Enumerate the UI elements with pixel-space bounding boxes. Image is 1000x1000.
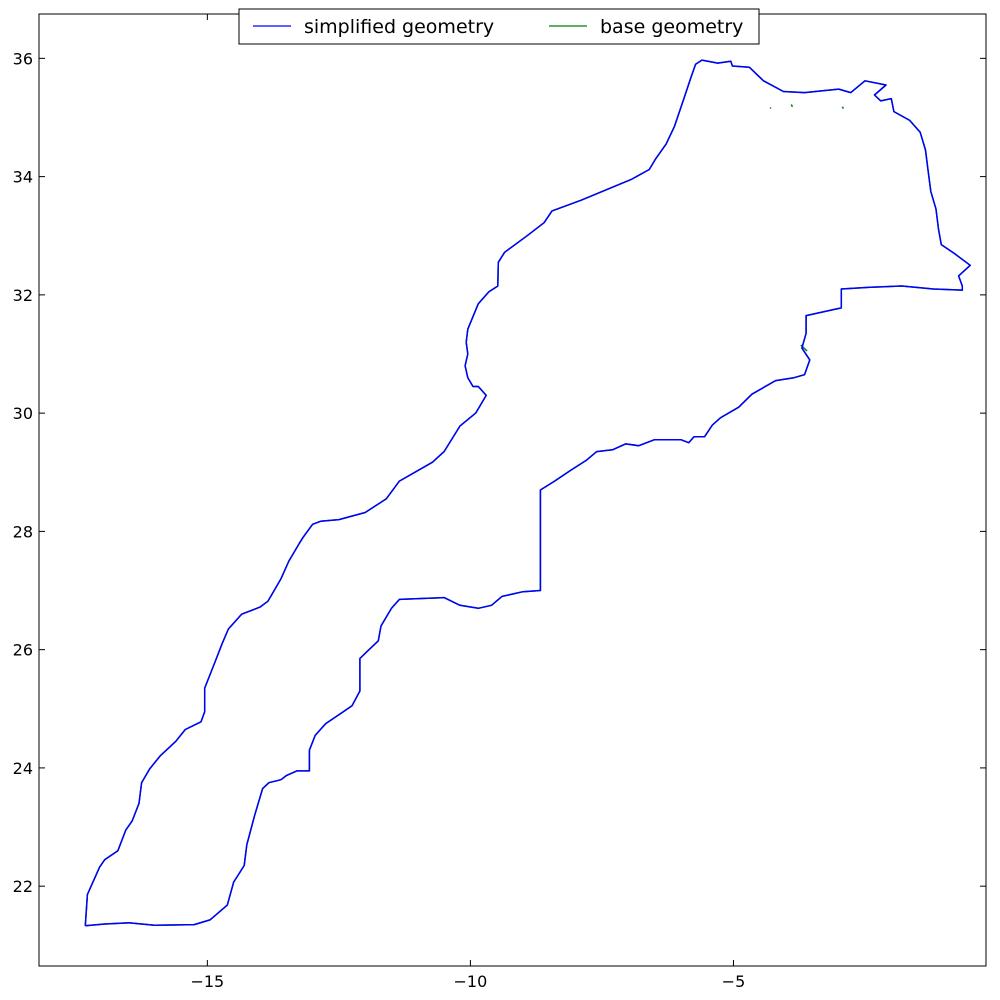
legend-box — [238, 8, 760, 45]
y-tick-label: 34 — [13, 168, 33, 187]
y-tick-label: 26 — [13, 641, 33, 660]
series-fragment-base-geometry-2 — [841, 106, 845, 109]
legend: simplified geometry base geometry — [238, 8, 760, 45]
legend-label-simplified: simplified geometry — [304, 16, 494, 38]
series-fragment-base-geometry-1 — [790, 104, 794, 108]
y-tick-label: 28 — [13, 522, 33, 541]
plot-frame — [38, 13, 987, 967]
y-tick-label: 36 — [13, 49, 33, 68]
series-fragment-base-geometry-0 — [769, 107, 772, 109]
series-line-base-geometry — [84, 59, 971, 927]
x-tick-label: −5 — [722, 972, 746, 991]
y-tick-label: 24 — [13, 759, 33, 778]
y-tick-label: 30 — [13, 404, 33, 423]
y-tick-label: 22 — [13, 877, 33, 896]
series-layer — [84, 59, 971, 927]
y-tick-label: 32 — [13, 286, 33, 305]
series-line-simplified-geometry — [84, 59, 971, 927]
x-tick-label: −10 — [454, 972, 488, 991]
legend-label-base: base geometry — [600, 16, 743, 38]
x-tick-label: −15 — [190, 972, 224, 991]
ticks-layer: −15 −10 −5 22 24 26 28 30 32 34 36 — [13, 14, 986, 991]
